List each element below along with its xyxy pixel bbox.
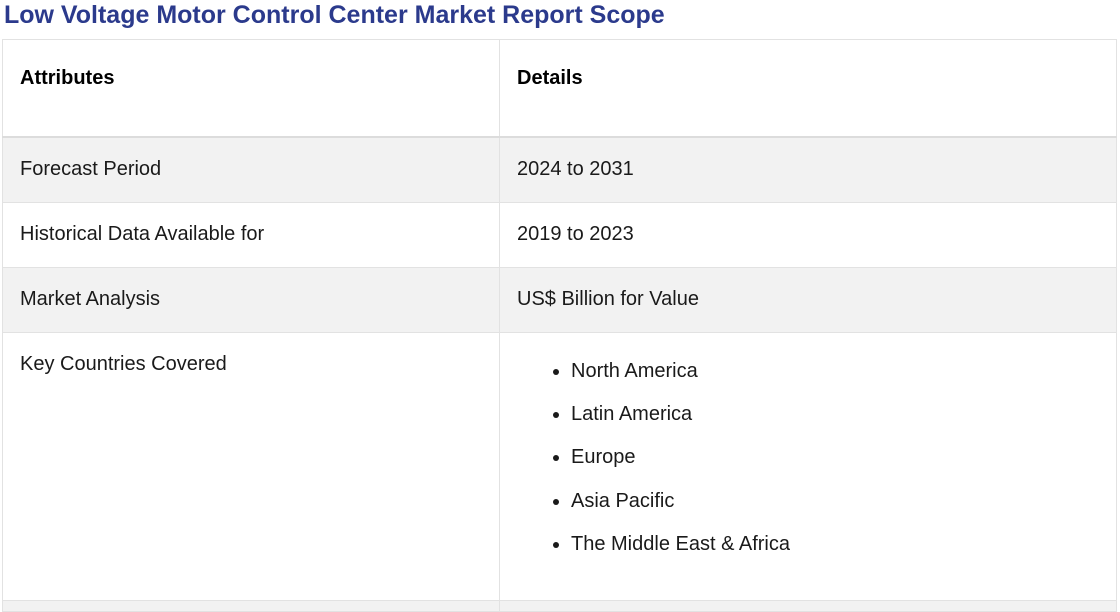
table-row: Market Analysis US$ Billion for Value xyxy=(2,266,1117,333)
table-cell xyxy=(499,599,1117,612)
table-cell xyxy=(2,599,500,612)
table-row: Historical Data Available for 2019 to 20… xyxy=(2,201,1117,268)
header-details: Details xyxy=(499,39,1117,138)
historical-data-label: Historical Data Available for xyxy=(2,201,500,268)
page-title: Low Voltage Motor Control Center Market … xyxy=(4,1,665,29)
table-row xyxy=(2,599,1117,612)
country-list: North America Latin America Europe Asia … xyxy=(517,359,1116,557)
market-analysis-label: Market Analysis xyxy=(2,266,500,333)
forecast-period-label: Forecast Period xyxy=(2,136,500,203)
market-analysis-value: US$ Billion for Value xyxy=(499,266,1117,333)
list-item: Europe xyxy=(571,445,1116,469)
list-item: The Middle East & Africa xyxy=(571,532,1116,556)
table-row: Forecast Period 2024 to 2031 xyxy=(2,136,1117,203)
key-countries-cell: North America Latin America Europe Asia … xyxy=(499,331,1117,601)
historical-data-value: 2019 to 2023 xyxy=(499,201,1117,268)
list-item: Asia Pacific xyxy=(571,489,1116,513)
list-item: North America xyxy=(571,359,1116,383)
table-row: Key Countries Covered North America Lati… xyxy=(2,331,1117,601)
table-header-row: Attributes Details xyxy=(2,39,1117,138)
header-attributes: Attributes xyxy=(2,39,500,138)
key-countries-label: Key Countries Covered xyxy=(2,331,500,601)
forecast-period-value: 2024 to 2031 xyxy=(499,136,1117,203)
list-item: Latin America xyxy=(571,402,1116,426)
report-scope-table: Attributes Details Forecast Period 2024 … xyxy=(2,39,1117,612)
